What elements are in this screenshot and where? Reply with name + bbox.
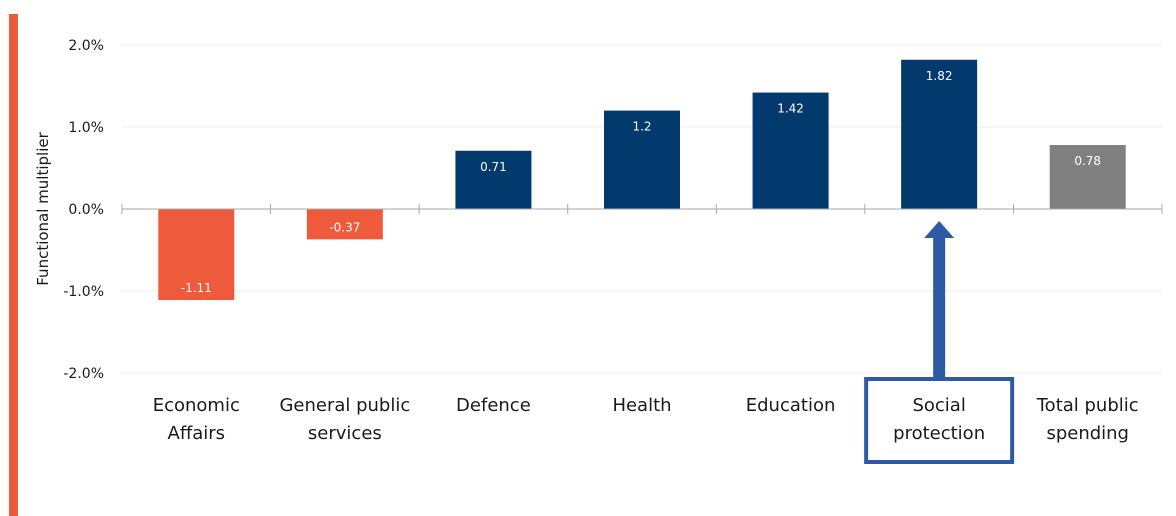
- y-tick-label: 1.0%: [68, 120, 104, 136]
- arrow-shaft: [933, 236, 946, 379]
- category-label: Health: [612, 395, 671, 416]
- data-label: 0.78: [1074, 154, 1101, 168]
- category-label: Defence: [456, 395, 531, 416]
- bars: -1.11 -0.37 0.71 1.2 1.42 1.82 0.78: [158, 59, 1126, 301]
- category-labels: Economic Affairs General public services Def…: [153, 395, 1139, 444]
- bar: [455, 150, 532, 209]
- y-tick-label: 2.0%: [68, 38, 104, 54]
- category-label: General public services: [279, 395, 410, 444]
- bar: [158, 209, 235, 301]
- data-label: -1.11: [181, 281, 212, 295]
- category-label: Economic Affairs: [153, 395, 240, 444]
- arrow-head: [924, 221, 955, 238]
- bar: [1049, 145, 1126, 209]
- data-label: 1.82: [926, 69, 953, 83]
- bar: [901, 59, 978, 210]
- category-label: Education: [746, 395, 836, 416]
- bar: [752, 92, 829, 209]
- category-label: Total public spending: [1036, 395, 1139, 444]
- y-tick-label: -2.0%: [63, 366, 104, 382]
- data-label: -0.37: [329, 220, 360, 234]
- highlight-annotation: [864, 221, 1015, 464]
- highlight-box: [864, 377, 1015, 464]
- y-tick-label: -1.0%: [63, 284, 104, 300]
- bar: [604, 110, 680, 209]
- data-label: 0.71: [480, 160, 507, 174]
- y-tick-label: 0.0%: [68, 202, 104, 218]
- y-axis-title: Functional multiplier: [34, 131, 52, 285]
- category-label: Social protection: [893, 395, 985, 444]
- data-label: 1.42: [777, 102, 804, 116]
- y-axis-ticks: 2.0% 1.0% 0.0% -1.0% -2.0%: [63, 38, 104, 382]
- zero-axis: [121, 204, 1163, 214]
- accent-bar: [9, 14, 18, 516]
- data-label: 1.2: [632, 120, 651, 134]
- bar: [306, 209, 383, 240]
